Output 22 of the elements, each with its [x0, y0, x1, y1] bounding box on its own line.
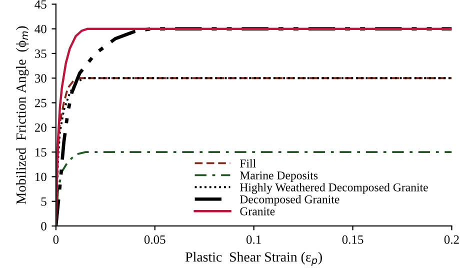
y-tick-label: 5 — [41, 197, 46, 206]
y-tick-label: 30 — [35, 74, 46, 83]
legend-label: Granite — [240, 207, 275, 216]
x-tick-label: 0.15 — [342, 235, 364, 244]
x-axis-title: Plastic Shear Strain (ε$_{p}$) — [185, 252, 322, 266]
y-tick-label: 45 — [34, 0, 46, 9]
x-tick-label: 0.1 — [246, 235, 261, 244]
legend-label: Marine Deposits — [240, 171, 318, 182]
x-tick-label: 0.05 — [144, 235, 166, 244]
y-axis-title: Mobilized Friction Angle (ϕ$_{m}$) — [16, 26, 29, 204]
x-tick-label: 0.2 — [444, 235, 459, 244]
y-tick-label: 40 — [34, 24, 46, 34]
y-tick-label: 35 — [35, 50, 46, 58]
y-tick-label: 15 — [36, 148, 46, 157]
legend-label: Fill — [240, 159, 256, 168]
y-tick-label: 10 — [36, 172, 46, 182]
legend-label: Highly Weathered Decomposed Granite — [240, 183, 428, 194]
y-tick-label: 0 — [41, 222, 46, 230]
legend-label: Decomposed Granite — [240, 195, 340, 206]
x-tick-label: 0 — [53, 235, 59, 244]
y-tick-label: 25 — [34, 98, 46, 108]
y-tick-label: 20 — [34, 123, 46, 132]
